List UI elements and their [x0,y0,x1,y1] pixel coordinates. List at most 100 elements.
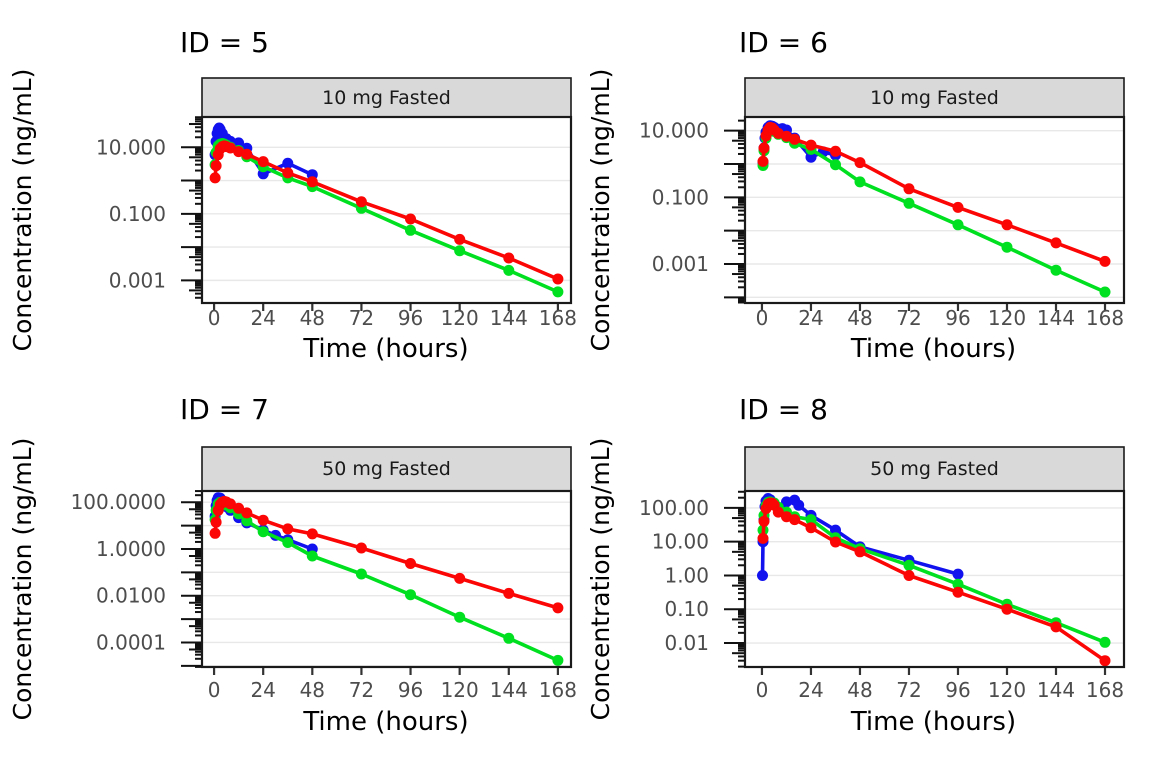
y-axis-title: Concentration (ng/mL) [586,438,615,721]
x-tick-label: 120 [441,306,479,330]
data-point-red [1001,219,1013,231]
data-point-red [758,515,770,527]
facet-strip-label: 10 mg Fasted [322,87,451,109]
data-point-red [789,514,801,526]
x-tick-label: 48 [847,678,872,702]
data-point-red [805,139,817,151]
x-tick-label: 72 [349,678,374,702]
x-tick-label: 144 [490,306,528,330]
data-point-green [306,550,318,562]
data-point-green [1099,286,1111,298]
x-tick-label: 48 [300,678,325,702]
facet-strip [744,77,1125,118]
data-point-red [306,528,318,540]
data-point-red [233,502,245,514]
x-axis-title: Time (hours) [302,334,468,364]
panel-id=8: 100.00 10.00 1.00 0.10 0.01 0 24 48 72 96 120 144 16… [586,393,1126,737]
data-point-blue [952,568,964,580]
x-tick-label: 24 [250,306,275,330]
panel-border [743,489,1126,669]
data-point-red [903,183,915,195]
panel-id=5: 10.000 0.100 0.001 0 24 48 72 96 120 144 168 10 mg … [8,26,577,364]
panel-title: ID = 7 [180,393,269,426]
data-point-green [952,219,964,231]
facet-strip [744,446,1125,492]
y-tick-label: 1.0000 [96,537,166,561]
x-axis-title: Time (hours) [850,334,1016,364]
y-tick-label: 10.000 [639,119,709,143]
data-point-green [805,514,817,526]
x-tick-label: 168 [539,678,577,702]
panel-border [743,115,1126,305]
x-tick-label: 120 [988,678,1026,702]
y-tick-label: 0.001 [109,268,166,292]
y-tick-label: 0.01 [664,631,709,655]
y-tick-label: 1.00 [664,563,709,587]
y-tick-label: 0.0100 [96,584,166,608]
x-tick-label: 144 [1037,678,1075,702]
data-point-red [257,156,269,168]
data-point-green [282,537,294,548]
data-point-red [306,176,318,188]
data-point-green [552,286,564,298]
x-tick-label: 0 [208,306,221,330]
data-point-red [224,498,236,510]
data-point-red [241,507,253,519]
data-point-red [952,586,964,598]
data-point-green [405,224,416,236]
data-point-red [241,148,253,160]
x-tick-label: 96 [945,678,970,702]
data-point-red [1050,621,1062,633]
data-point-red [758,142,770,154]
x-tick-label: 72 [349,306,374,330]
x-axis-title: Time (hours) [850,707,1016,737]
data-point-red [224,142,236,154]
facet-strip-label: 10 mg Fasted [870,87,999,109]
x-tick-label: 48 [847,306,872,330]
data-point-green [454,611,466,623]
panel-id=7: 100.0000 1.0000 0.0100 0.0001 0 24 48 72 96 120 14… [8,393,577,737]
data-point-green [952,578,964,590]
data-point-red [757,155,769,167]
y-tick-label: 0.100 [652,185,709,209]
y-tick-label: 0.100 [109,202,166,226]
data-point-red [952,201,964,213]
x-tick-label: 120 [441,678,479,702]
y-tick-label: 100.0000 [71,490,166,514]
data-point-red [830,536,841,548]
data-point-red [830,145,841,157]
x-tick-label: 24 [250,678,275,702]
data-point-green [903,559,915,571]
x-tick-label: 168 [539,306,577,330]
y-axis-title: Concentration (ng/mL) [8,438,37,721]
x-tick-label: 72 [896,678,921,702]
data-point-red [503,252,515,264]
y-tick-label: 10.00 [652,530,709,554]
data-point-green [1099,636,1111,648]
data-point-red [454,233,466,245]
x-tick-label: 0 [208,678,221,702]
data-point-red [805,522,817,534]
data-point-red [355,196,367,208]
panel-id=6: 10.000 0.100 0.001 0 24 48 72 96 120 144 168 10 mg … [586,26,1126,364]
data-point-green [257,526,269,538]
y-axis-title: Concentration (ng/mL) [586,69,615,352]
data-point-blue [805,151,817,163]
data-point-green [454,245,466,257]
data-point-red [282,167,294,179]
data-point-red [454,572,466,584]
data-point-red [405,213,416,225]
data-point-red [210,516,222,528]
data-point-red [772,506,784,518]
x-tick-label: 96 [398,678,423,702]
x-tick-label: 0 [756,306,769,330]
x-tick-label: 168 [1086,306,1124,330]
data-point-blue [282,157,294,169]
data-point-red [210,160,222,172]
x-tick-label: 96 [398,306,423,330]
x-tick-label: 168 [1086,678,1124,702]
x-tick-label: 72 [896,306,921,330]
data-point-green [830,159,841,171]
